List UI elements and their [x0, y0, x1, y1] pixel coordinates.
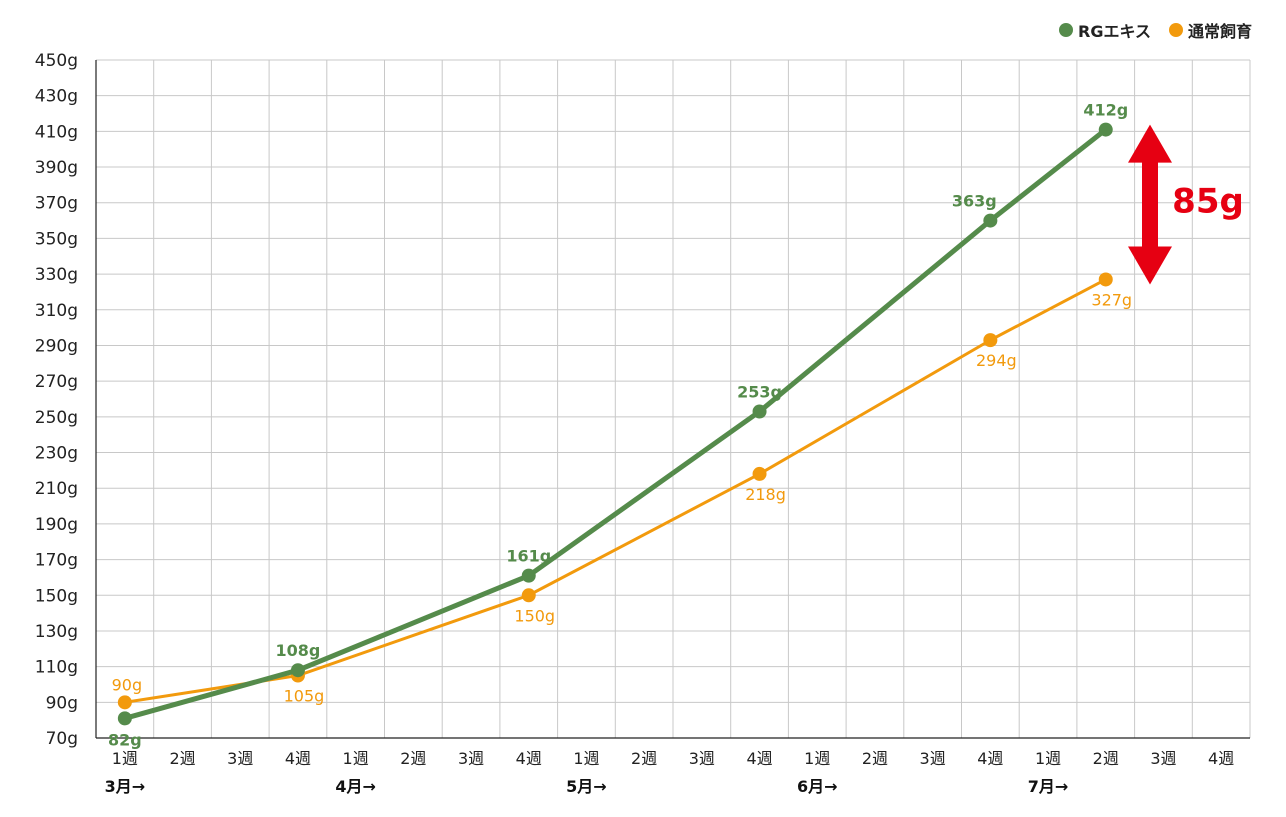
data-label: 108g [276, 641, 321, 660]
data-point [752, 466, 767, 481]
y-tick-label: 250g [35, 408, 78, 428]
legend: RGエキス 通常飼育 [1059, 18, 1252, 42]
x-tick-label: 1週 [112, 749, 138, 768]
data-label: 327g [1091, 290, 1132, 309]
y-tick-label: 130g [35, 622, 78, 642]
difference-label: 85g [1172, 182, 1244, 222]
y-tick-label: 170g [35, 551, 78, 571]
y-tick-label: 450g [35, 51, 78, 71]
y-tick-label: 350g [35, 229, 78, 249]
month-label: 3月→ [105, 777, 146, 796]
legend-label-rg: RGエキス [1078, 22, 1151, 41]
difference-annotation: 85g [1128, 124, 1244, 285]
data-label: 161g [506, 547, 551, 566]
data-point [521, 588, 536, 603]
legend-label-normal: 通常飼育 [1187, 22, 1252, 41]
y-tick-label: 230g [35, 444, 78, 464]
data-point [983, 333, 998, 348]
x-tick-label: 4週 [746, 749, 772, 768]
legend-dot-normal [1168, 23, 1183, 37]
y-tick-label: 410g [35, 122, 78, 142]
month-label: 4月→ [335, 777, 376, 796]
data-point [290, 663, 305, 678]
y-tick-label: 90g [46, 693, 78, 713]
x-tick-label: 1週 [1035, 749, 1061, 768]
series [117, 122, 1113, 726]
y-tick-label: 310g [35, 301, 78, 321]
x-tick-label: 3週 [1150, 749, 1176, 768]
data-point [117, 695, 132, 710]
x-tick-label: 3週 [689, 749, 715, 768]
data-label: 253g [737, 382, 782, 401]
x-tick-label: 4週 [285, 749, 311, 768]
y-tick-label: 290g [35, 336, 78, 356]
x-tick-label: 2週 [169, 749, 195, 768]
y-tick-label: 390g [35, 158, 78, 178]
data-point [752, 404, 767, 419]
x-tick-label: 4週 [977, 749, 1003, 768]
month-label: 7月→ [1028, 777, 1069, 796]
x-tick-label: 4週 [1208, 749, 1234, 768]
y-tick-label: 110g [35, 658, 78, 678]
data-point [983, 213, 998, 228]
x-tick-label: 4週 [516, 749, 542, 768]
x-tick-label: 3週 [227, 749, 253, 768]
legend-item-normal: 通常飼育 [1168, 18, 1252, 42]
data-label: 90g [112, 675, 143, 694]
x-tick-label: 2週 [1093, 749, 1119, 768]
y-axis-ticks: 450g 430g 410g 390g 370g 350g 330g 310g 290g 270g… [35, 51, 78, 749]
data-label: 150g [514, 606, 555, 625]
data-label: 218g [745, 485, 786, 504]
x-tick-label: 2週 [862, 749, 888, 768]
x-tick-label: 3週 [920, 749, 946, 768]
x-tick-label: 1週 [804, 749, 830, 768]
data-labels: 82g 108g 161g 253g 363g 412g 90g 105g 150g 218g 29… [108, 101, 1132, 750]
y-tick-label: 70g [46, 729, 78, 749]
x-tick-label: 1週 [343, 749, 369, 768]
y-tick-label: 150g [35, 586, 78, 606]
month-labels: 3月→ 4月→ 5月→ 6月→ 7月→ [105, 777, 1069, 796]
y-tick-label: 330g [35, 265, 78, 285]
data-point [1098, 122, 1113, 137]
data-label: 412g [1083, 101, 1128, 120]
data-label: 294g [976, 351, 1017, 370]
x-tick-label: 2週 [631, 749, 657, 768]
grid [95, 59, 1251, 739]
x-tick-label: 3週 [458, 749, 484, 768]
data-label: 105g [284, 687, 325, 706]
x-tick-label: 2週 [400, 749, 426, 768]
data-point [1098, 272, 1113, 287]
data-label: 363g [952, 192, 997, 211]
x-tick-label: 1週 [573, 749, 599, 768]
data-label: 82g [108, 730, 142, 749]
y-tick-label: 210g [35, 479, 78, 499]
series-line [122, 127, 1109, 721]
y-tick-label: 370g [35, 194, 78, 214]
difference-arrow [1128, 124, 1172, 285]
y-tick-label: 270g [35, 372, 78, 392]
data-point [117, 711, 132, 726]
month-label: 6月→ [797, 777, 838, 796]
x-axis-ticks: 1週 2週 3週 4週 1週 2週 3週 4週 1週 2週 3週 4週 1週 2週 3週 4週 1週 2週 3週 4週 [112, 749, 1234, 768]
legend-dot-rg [1059, 23, 1073, 37]
month-label: 5月→ [566, 777, 607, 796]
y-tick-label: 430g [35, 87, 78, 107]
y-tick-label: 190g [35, 515, 78, 535]
data-point [521, 568, 536, 583]
legend-item-rg: RGエキス [1059, 18, 1151, 42]
